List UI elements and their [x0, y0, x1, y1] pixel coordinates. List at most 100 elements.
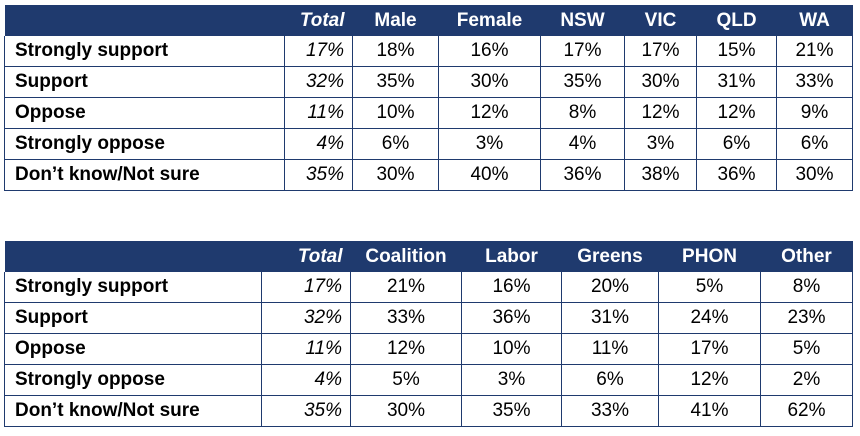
value-cell: 41%	[658, 395, 761, 427]
value-cell: 6%	[696, 128, 777, 160]
row-label: Oppose	[4, 333, 262, 365]
value-cell: 12%	[658, 364, 761, 396]
value-cell: 12%	[350, 333, 462, 365]
total-cell: 11%	[261, 333, 351, 365]
value-cell: 30%	[352, 159, 439, 191]
value-cell: 24%	[658, 302, 761, 334]
total-cell: 17%	[284, 36, 353, 67]
value-cell: 3%	[461, 364, 562, 396]
value-cell: 21%	[350, 272, 462, 303]
column-header: Labor	[461, 241, 562, 272]
value-cell: 35%	[461, 395, 562, 427]
value-cell: 20%	[561, 272, 659, 303]
header-row: Total Male Female NSW VIC QLD WA	[4, 5, 853, 36]
table-row: Oppose 11% 12% 10% 11% 17% 5%	[4, 333, 853, 365]
row-label: Don’t know/Not sure	[4, 395, 262, 427]
total-cell: 32%	[261, 302, 351, 334]
table-body: Strongly support 17% 21% 16% 20% 5% 8% Support 3…	[4, 272, 853, 427]
column-header: QLD	[696, 5, 777, 36]
row-label: Oppose	[4, 97, 285, 129]
table-row: Don’t know/Not sure 35% 30% 35% 33% 41% 62%	[4, 395, 853, 427]
value-cell: 5%	[350, 364, 462, 396]
value-cell: 18%	[352, 36, 439, 67]
row-label: Strongly support	[4, 272, 262, 303]
row-label: Strongly oppose	[4, 364, 262, 396]
row-label: Support	[4, 66, 285, 98]
value-cell: 36%	[696, 159, 777, 191]
crosstab-table-party: Total Coalition Labor Greens PHON Other Stron…	[4, 241, 853, 427]
value-cell: 5%	[760, 333, 853, 365]
value-cell: 5%	[658, 272, 761, 303]
value-cell: 36%	[540, 159, 625, 191]
table-header: Total Male Female NSW VIC QLD WA	[4, 5, 853, 36]
value-cell: 62%	[760, 395, 853, 427]
value-cell: 33%	[350, 302, 462, 334]
value-cell: 6%	[352, 128, 439, 160]
value-cell: 2%	[760, 364, 853, 396]
header-cell-blank	[4, 241, 262, 272]
value-cell: 30%	[438, 66, 541, 98]
value-cell: 40%	[438, 159, 541, 191]
table-row: Don’t know/Not sure 35% 30% 40% 36% 38% 36% 30%	[4, 159, 853, 191]
value-cell: 36%	[461, 302, 562, 334]
column-header: VIC	[624, 5, 697, 36]
column-header: Greens	[561, 241, 659, 272]
total-cell: 35%	[261, 395, 351, 427]
value-cell: 17%	[624, 36, 697, 67]
value-cell: 30%	[350, 395, 462, 427]
row-label: Don’t know/Not sure	[4, 159, 285, 191]
value-cell: 23%	[760, 302, 853, 334]
value-cell: 30%	[624, 66, 697, 98]
column-header: PHON	[658, 241, 761, 272]
value-cell: 6%	[561, 364, 659, 396]
column-header: Coalition	[350, 241, 462, 272]
column-header: NSW	[540, 5, 625, 36]
value-cell: 10%	[352, 97, 439, 129]
value-cell: 8%	[540, 97, 625, 129]
total-cell: 32%	[284, 66, 353, 98]
value-cell: 11%	[561, 333, 659, 365]
value-cell: 6%	[776, 128, 853, 160]
value-cell: 3%	[438, 128, 541, 160]
value-cell: 4%	[540, 128, 625, 160]
header-row: Total Coalition Labor Greens PHON Other	[4, 241, 853, 272]
row-label: Strongly support	[4, 36, 285, 67]
total-cell: 11%	[284, 97, 353, 129]
column-header: Male	[352, 5, 439, 36]
row-label: Support	[4, 302, 262, 334]
value-cell: 38%	[624, 159, 697, 191]
column-header: Female	[438, 5, 541, 36]
value-cell: 10%	[461, 333, 562, 365]
value-cell: 17%	[540, 36, 625, 67]
table-row: Strongly support 17% 21% 16% 20% 5% 8%	[4, 272, 853, 303]
header-cell-blank	[4, 5, 285, 36]
value-cell: 8%	[760, 272, 853, 303]
value-cell: 21%	[776, 36, 853, 67]
value-cell: 31%	[561, 302, 659, 334]
value-cell: 17%	[658, 333, 761, 365]
column-header: Total	[284, 5, 353, 36]
value-cell: 35%	[352, 66, 439, 98]
table-body: Strongly support 17% 18% 16% 17% 17% 15% 21% Sup…	[4, 36, 853, 191]
value-cell: 12%	[624, 97, 697, 129]
total-cell: 35%	[284, 159, 353, 191]
table-header: Total Coalition Labor Greens PHON Other	[4, 241, 853, 272]
value-cell: 35%	[540, 66, 625, 98]
row-label: Strongly oppose	[4, 128, 285, 160]
value-cell: 3%	[624, 128, 697, 160]
value-cell: 12%	[696, 97, 777, 129]
value-cell: 31%	[696, 66, 777, 98]
table-row: Strongly oppose 4% 5% 3% 6% 12% 2%	[4, 364, 853, 396]
total-cell: 4%	[261, 364, 351, 396]
table-row: Support 32% 35% 30% 35% 30% 31% 33%	[4, 66, 853, 98]
column-header: WA	[776, 5, 853, 36]
value-cell: 33%	[561, 395, 659, 427]
value-cell: 16%	[438, 36, 541, 67]
table-row: Strongly oppose 4% 6% 3% 4% 3% 6% 6%	[4, 128, 853, 160]
table-row: Support 32% 33% 36% 31% 24% 23%	[4, 302, 853, 334]
value-cell: 16%	[461, 272, 562, 303]
value-cell: 12%	[438, 97, 541, 129]
value-cell: 9%	[776, 97, 853, 129]
column-header: Total	[261, 241, 351, 272]
value-cell: 33%	[776, 66, 853, 98]
